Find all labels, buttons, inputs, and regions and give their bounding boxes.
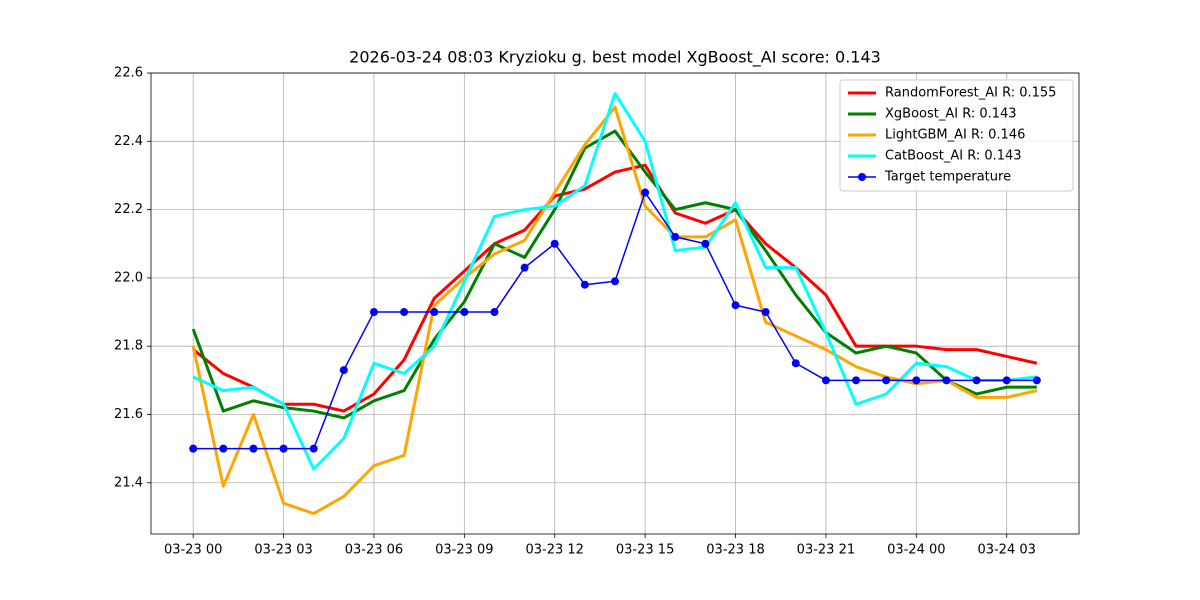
x-tick-label: 03-23 00	[164, 543, 222, 558]
data-point	[249, 444, 258, 453]
x-tick-label: 03-24 03	[977, 543, 1035, 558]
data-point	[219, 444, 228, 453]
data-point	[701, 239, 710, 248]
x-tick-label: 03-23 06	[345, 543, 403, 558]
data-point	[641, 188, 650, 197]
data-point	[821, 376, 830, 385]
x-tick-label: 03-23 21	[797, 543, 855, 558]
legend-marker	[858, 173, 866, 181]
legend-label: Target temperature	[884, 170, 1011, 185]
x-tick-label: 03-23 15	[616, 543, 674, 558]
series-line	[192, 163, 1038, 413]
series-line	[193, 191, 1037, 450]
data-point	[309, 444, 318, 453]
data-point	[912, 376, 921, 385]
legend-label: XgBoost_AI R: 0.143	[885, 107, 1017, 122]
data-point	[731, 301, 740, 310]
data-point	[761, 308, 770, 317]
series-line	[191, 105, 1038, 516]
legend-box	[839, 79, 1074, 192]
data-point	[942, 376, 951, 385]
data-point	[611, 277, 619, 286]
data-point	[791, 359, 800, 368]
x-tick-label: 03-23 09	[435, 543, 493, 558]
y-tick-label: 22.4	[114, 134, 143, 149]
y-tick-label: 21.8	[114, 339, 143, 354]
data-point	[580, 280, 589, 289]
legend-label: LightGBM_AI R: 0.146	[885, 128, 1025, 143]
x-tick-label: 03-24 00	[887, 543, 945, 558]
data-point	[369, 308, 378, 317]
data-point	[520, 263, 529, 272]
legend-label: RandomForest_AI R: 0.155	[885, 86, 1056, 101]
data-point	[460, 308, 469, 317]
x-tick-label: 03-23 12	[526, 543, 584, 558]
data-point	[189, 444, 198, 453]
data-point	[852, 376, 861, 385]
y-tick-label: 22.6	[114, 66, 143, 81]
legend-label: CatBoost_AI R: 0.143	[885, 149, 1022, 164]
data-point	[339, 366, 348, 375]
plot-frame	[150, 72, 1080, 535]
data-point	[1002, 376, 1011, 385]
y-tick-label: 22.2	[114, 202, 143, 217]
y-tick-label: 22.0	[114, 270, 143, 285]
data-point	[972, 376, 981, 385]
x-tick-label: 03-23 03	[254, 543, 312, 558]
y-tick-label: 21.4	[114, 475, 143, 490]
data-point	[279, 444, 288, 453]
data-point	[550, 239, 559, 248]
data-point	[882, 376, 891, 385]
series-line	[192, 91, 1037, 471]
series-line	[191, 129, 1037, 420]
data-point	[400, 308, 409, 317]
x-tick-label: 03-23 18	[706, 543, 764, 558]
data-point	[1032, 376, 1041, 385]
data-point	[490, 308, 499, 317]
chart-title: 2026-03-24 08:03 Kryzioku g. best model …	[349, 48, 881, 68]
data-point	[671, 232, 680, 241]
data-point	[430, 308, 439, 317]
y-tick-label: 21.6	[114, 407, 143, 422]
